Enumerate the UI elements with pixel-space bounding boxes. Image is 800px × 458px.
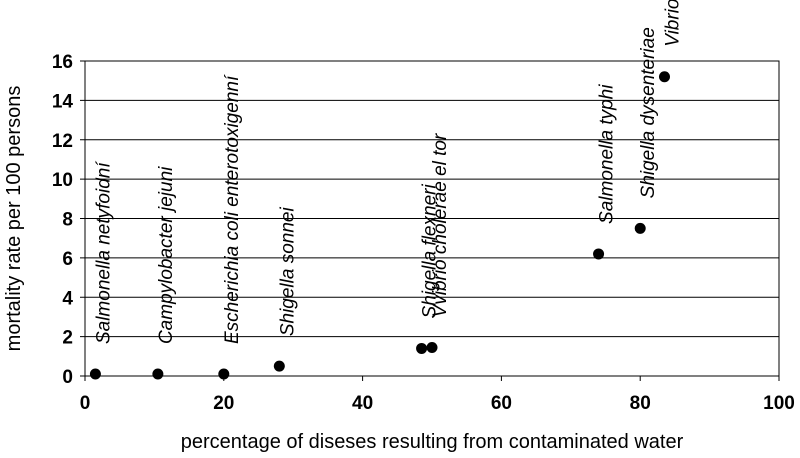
- data-point: [152, 368, 164, 380]
- point-label: Shigella flexneri: [420, 184, 441, 319]
- y-tick-label: 0: [62, 367, 73, 388]
- x-tick-label: 40: [352, 393, 373, 414]
- point-label: Shigella dysenteriae: [638, 27, 659, 198]
- data-point: [273, 360, 285, 372]
- point-label: Escherichia coli enterotoxigenní: [222, 74, 243, 344]
- y-axis-title: mortality rate per 100 persons: [3, 86, 25, 352]
- point-label: Shigella sonnei: [277, 207, 298, 337]
- data-points: [89, 71, 670, 380]
- x-axis-title: percentage of diseses resulting from con…: [181, 431, 684, 453]
- y-tick-label: 12: [52, 131, 73, 152]
- point-label: Vibrio cholerae: [662, 0, 683, 47]
- x-tick-label: 80: [630, 393, 651, 414]
- data-point: [218, 368, 230, 380]
- x-tick-label: 20: [213, 393, 234, 414]
- point-labels: Salmonella netyfoidní Campylobacter jejun…: [93, 0, 683, 344]
- y-tick-label: 10: [52, 170, 73, 191]
- y-tick-label: 16: [52, 52, 73, 73]
- y-tick-label: 14: [52, 91, 74, 112]
- y-tick-label: 6: [62, 249, 73, 270]
- point-label: Salmonella typhi: [597, 84, 618, 224]
- data-point: [89, 368, 101, 380]
- x-tick-label: 0: [80, 393, 91, 414]
- point-label: Salmonella netyfoidní: [93, 161, 114, 344]
- y-axis-ticks: 0 2 4 6 8 10 12 14 16: [52, 52, 85, 388]
- x-tick-label: 100: [763, 393, 795, 414]
- x-axis-ticks: 0 20 40 60 80 100: [80, 376, 795, 414]
- y-tick-label: 2: [62, 328, 73, 349]
- point-label: Vvibrio cholerae el tor: [430, 133, 451, 317]
- data-point: [634, 222, 646, 234]
- data-point: [426, 341, 438, 353]
- x-tick-label: 60: [491, 393, 512, 414]
- data-point: [416, 342, 428, 354]
- y-tick-label: 4: [62, 288, 73, 309]
- data-point: [658, 71, 670, 83]
- data-point: [593, 248, 605, 260]
- y-tick-label: 8: [62, 210, 73, 231]
- point-label: Campylobacter jejuni: [156, 166, 177, 344]
